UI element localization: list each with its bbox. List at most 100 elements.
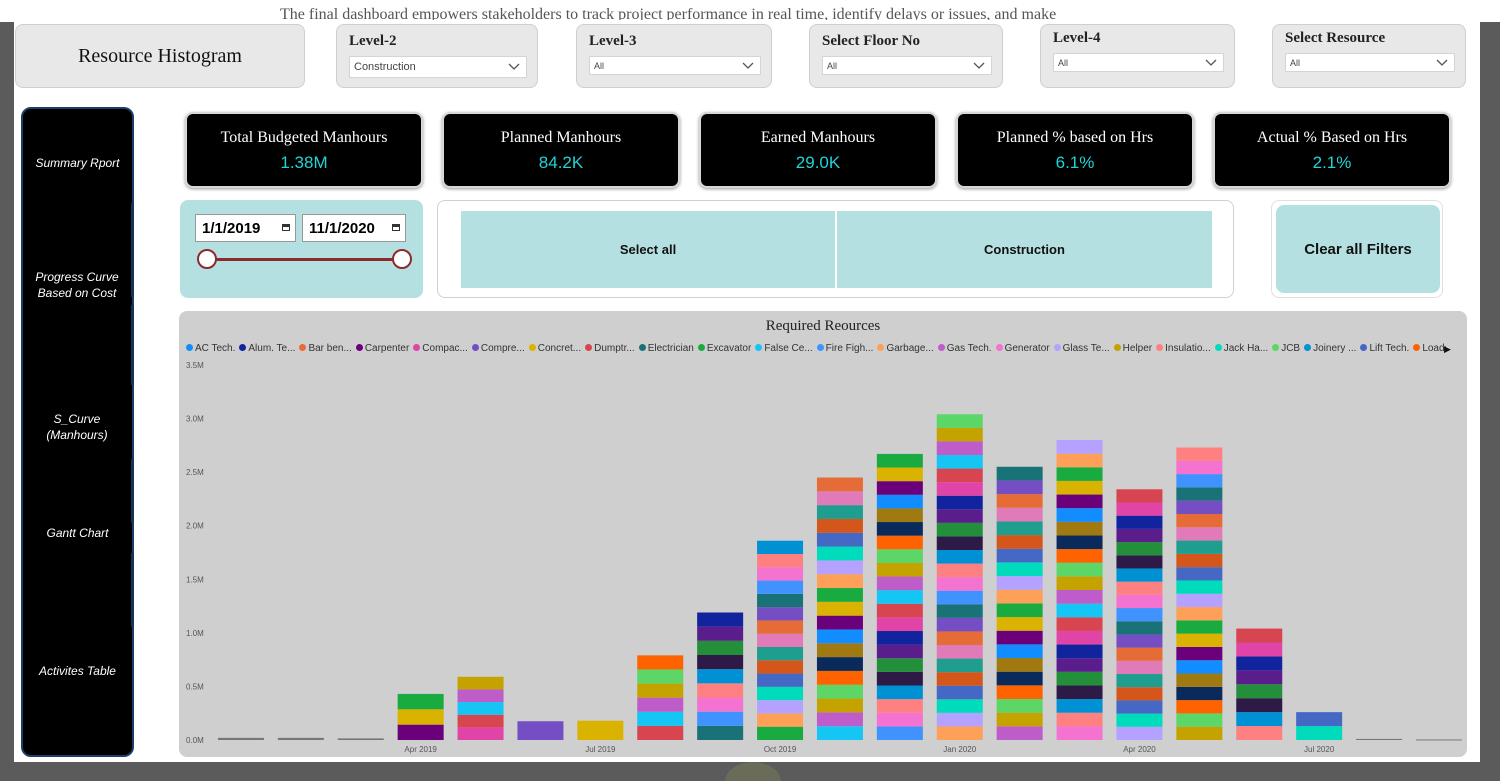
bar-segment[interactable]	[697, 697, 744, 712]
bar-segment[interactable]	[1116, 713, 1163, 727]
bar-stack[interactable]	[1176, 447, 1223, 741]
bar-segment[interactable]	[996, 658, 1043, 672]
bar-segment[interactable]	[936, 522, 983, 537]
bar-segment[interactable]	[816, 588, 863, 602]
bar-segment[interactable]	[1056, 685, 1103, 700]
bar-segment[interactable]	[277, 737, 324, 740]
bar-segment[interactable]	[816, 670, 863, 685]
bar-segment[interactable]	[816, 601, 863, 616]
bar-segment[interactable]	[936, 604, 983, 618]
bar-segment[interactable]	[1176, 580, 1223, 594]
bar-segment[interactable]	[816, 698, 863, 713]
bar-segment[interactable]	[996, 507, 1043, 522]
bar-segment[interactable]	[1116, 700, 1163, 714]
bar-stack[interactable]	[697, 612, 744, 741]
bar-segment[interactable]	[757, 647, 804, 661]
bar-segment[interactable]	[936, 577, 983, 591]
bar-segment[interactable]	[1236, 628, 1283, 643]
bar-segment[interactable]	[697, 711, 744, 726]
bar-segment[interactable]	[1116, 594, 1163, 609]
bar-stack[interactable]	[1116, 489, 1163, 740]
legend-item[interactable]: Insulatio...	[1156, 343, 1211, 354]
bar-segment[interactable]	[1116, 489, 1163, 503]
bar-segment[interactable]	[1056, 671, 1103, 686]
bar-stack[interactable]	[397, 693, 444, 740]
legend-item[interactable]: False Ce...	[755, 343, 813, 354]
bar-segment[interactable]	[1176, 633, 1223, 647]
bar-segment[interactable]	[936, 645, 983, 659]
start-date-input[interactable]: 1/1/2019	[195, 214, 296, 242]
bar-segment[interactable]	[1415, 739, 1462, 741]
bar-segment[interactable]	[1236, 712, 1283, 727]
bar-segment[interactable]	[936, 468, 983, 483]
bar-segment[interactable]	[816, 505, 863, 519]
bar-segment[interactable]	[936, 672, 983, 686]
bar-segment[interactable]	[337, 738, 384, 740]
bar-segment[interactable]	[1116, 515, 1163, 529]
bar-segment[interactable]	[1116, 528, 1163, 543]
bar-segment[interactable]	[936, 563, 983, 578]
legend-item[interactable]: Joinery ...	[1304, 343, 1356, 354]
nav-summary-report[interactable]: Summary Rport	[35, 156, 120, 170]
bar-stack[interactable]	[996, 466, 1043, 740]
bar-segment[interactable]	[996, 603, 1043, 618]
bar-stack[interactable]	[457, 676, 504, 740]
bar-segment[interactable]	[996, 685, 1043, 700]
legend-item[interactable]: Excavator	[697, 343, 751, 354]
legend-item[interactable]: Alum. Te...	[239, 343, 295, 354]
bar-segment[interactable]	[876, 562, 923, 577]
bar-segment[interactable]	[697, 655, 744, 670]
bar-segment[interactable]	[757, 700, 804, 714]
legend-item[interactable]: Jack Ha...	[1214, 343, 1268, 354]
bar-stack[interactable]	[277, 737, 324, 740]
bar-segment[interactable]	[876, 644, 923, 659]
bar-segment[interactable]	[876, 726, 923, 740]
legend-item[interactable]: Gas Tech.	[937, 343, 992, 354]
bar-segment[interactable]	[637, 711, 684, 726]
bar-segment[interactable]	[996, 644, 1043, 659]
bar-segment[interactable]	[996, 671, 1043, 686]
bar-segment[interactable]	[1176, 620, 1223, 634]
bar-segment[interactable]	[637, 683, 684, 698]
bar-segment[interactable]	[936, 550, 983, 564]
bar-segment[interactable]	[936, 536, 983, 550]
bar-segment[interactable]	[816, 684, 863, 699]
clear-all-filters-button[interactable]: Clear all Filters	[1276, 205, 1440, 293]
legend-item[interactable]: Garbage...	[877, 343, 934, 354]
bar-stack[interactable]	[517, 721, 564, 740]
bar-segment[interactable]	[876, 481, 923, 495]
bar-segment[interactable]	[1176, 447, 1223, 461]
bar-segment[interactable]	[1236, 698, 1283, 713]
bar-segment[interactable]	[757, 580, 804, 594]
bar-segment[interactable]	[996, 726, 1043, 740]
bar-segment[interactable]	[397, 709, 444, 725]
bar-segment[interactable]	[936, 482, 983, 496]
bar-segment[interactable]	[996, 712, 1043, 727]
bar-segment[interactable]	[876, 712, 923, 727]
bar-segment[interactable]	[816, 629, 863, 644]
bar-segment[interactable]	[996, 576, 1043, 590]
bar-segment[interactable]	[1056, 508, 1103, 522]
bar-segment[interactable]	[816, 477, 863, 492]
legend-item[interactable]: Compre...	[471, 343, 525, 354]
bar-segment[interactable]	[1176, 660, 1223, 674]
bar-segment[interactable]	[757, 673, 804, 687]
bar-segment[interactable]	[1176, 567, 1223, 581]
bar-segment[interactable]	[816, 615, 863, 630]
bar-segment[interactable]	[876, 494, 923, 509]
bar-segment[interactable]	[876, 590, 923, 604]
resource-dropdown[interactable]: All	[1285, 53, 1455, 72]
bar-segment[interactable]	[1056, 467, 1103, 481]
legend-item[interactable]: Concret...	[528, 343, 581, 354]
bar-segment[interactable]	[1236, 656, 1283, 671]
bar-segment[interactable]	[1176, 673, 1223, 687]
bar-segment[interactable]	[1056, 726, 1103, 740]
bar-segment[interactable]	[876, 467, 923, 482]
bar-segment[interactable]	[876, 685, 923, 700]
bar-segment[interactable]	[1116, 687, 1163, 701]
bar-segment[interactable]	[757, 607, 804, 621]
nav-s-curve[interactable]: S_Curve (Manhours)	[46, 412, 108, 442]
bar-segment[interactable]	[1176, 540, 1223, 554]
bar-segment[interactable]	[1056, 480, 1103, 495]
bar-segment[interactable]	[936, 726, 983, 740]
